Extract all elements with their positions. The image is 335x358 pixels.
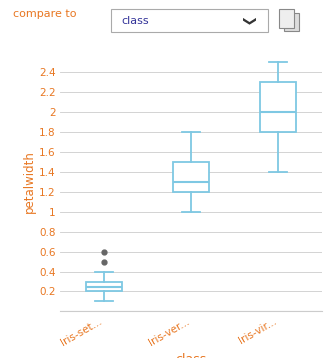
FancyBboxPatch shape	[284, 13, 299, 31]
Y-axis label: petalwidth: petalwidth	[23, 150, 36, 213]
X-axis label: class: class	[175, 353, 207, 358]
FancyBboxPatch shape	[279, 9, 294, 28]
PathPatch shape	[85, 281, 122, 291]
Text: ❯: ❯	[240, 15, 253, 26]
Text: compare to: compare to	[13, 9, 77, 19]
FancyBboxPatch shape	[111, 9, 268, 32]
PathPatch shape	[173, 162, 209, 192]
Text: class: class	[122, 16, 149, 26]
PathPatch shape	[260, 82, 296, 132]
